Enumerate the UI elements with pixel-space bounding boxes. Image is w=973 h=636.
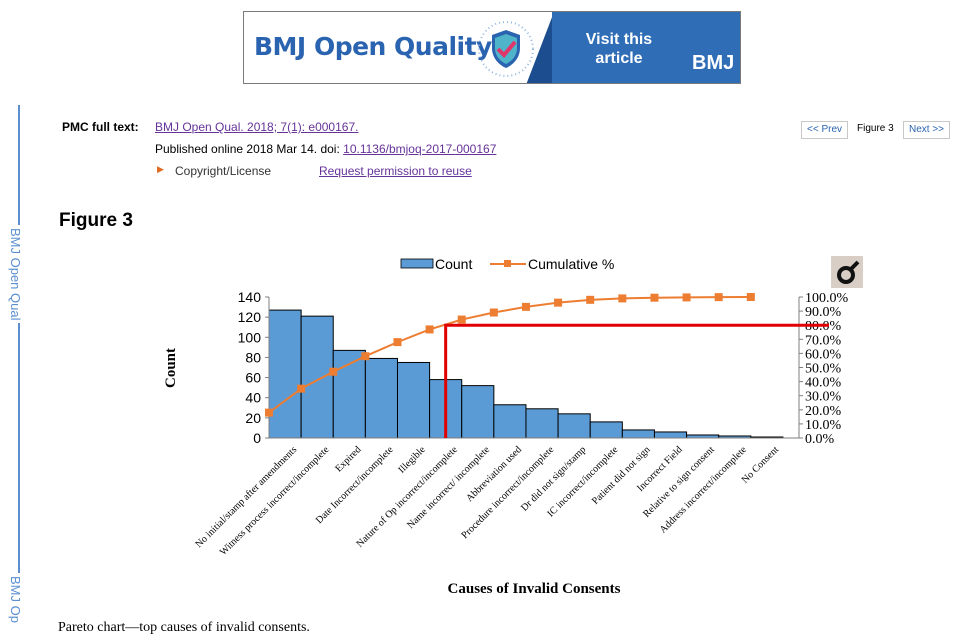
bar-7 xyxy=(461,385,495,439)
sidebar-journal-label-2[interactable]: BMJ Op xyxy=(8,576,23,623)
bar-9 xyxy=(525,408,559,439)
y-tick-label: 60 xyxy=(245,370,261,386)
sidebar-rule-top xyxy=(18,105,20,225)
cumulative-point-8 xyxy=(489,308,498,317)
y-axis-title: Count xyxy=(163,348,179,388)
bar-11 xyxy=(589,421,623,439)
banner-journal-name: BMJ Open Quality xyxy=(254,32,492,61)
cumulative-point-4 xyxy=(361,352,370,361)
y-tick-label: 80 xyxy=(245,349,261,365)
magnifier-icon[interactable] xyxy=(831,256,863,288)
cumulative-line xyxy=(268,296,751,414)
cumulative-point-2 xyxy=(297,384,306,393)
y-tick-label: 140 xyxy=(238,289,262,305)
copyright-license-toggle[interactable]: Copyright/License xyxy=(175,164,272,178)
figure-title: Figure 3 xyxy=(59,210,133,231)
legend-count-label: Count xyxy=(435,256,472,272)
x-tick-label: Patient did not sign xyxy=(590,444,653,507)
bar-13 xyxy=(653,431,688,439)
cumulative-point-15 xyxy=(714,293,723,302)
y-tick-label: 20 xyxy=(245,410,261,426)
y2-tick-label: 50.0% xyxy=(805,362,842,377)
y2-tick-label: 10.0% xyxy=(805,418,842,433)
bar-10 xyxy=(557,413,591,439)
bar-1 xyxy=(268,309,302,439)
pareto-chart: Count Cumulative % 0 20 40 60 80 100 120 140 0.0… xyxy=(163,256,863,597)
threshold-80-line xyxy=(444,323,829,438)
banner-cta[interactable]: Visit this article xyxy=(585,31,653,67)
cumulative-point-6 xyxy=(425,325,434,334)
y-tick-label: 40 xyxy=(245,390,261,406)
bar-8 xyxy=(493,404,527,439)
cumulative-point-14 xyxy=(682,293,691,302)
doi-link[interactable]: 10.1136/bmjoq-2017-000167 xyxy=(343,142,497,156)
cumulative-point-11 xyxy=(586,295,595,304)
published-line: Published online 2018 Mar 14. doi: 10.11… xyxy=(155,142,496,156)
cumulative-point-10 xyxy=(554,298,563,307)
bar-4 xyxy=(364,357,398,439)
cumulative-point-3 xyxy=(329,367,338,376)
sidebar-rule-bottom xyxy=(18,323,20,573)
prev-figure-button[interactable]: << Prev xyxy=(801,121,849,139)
source-link[interactable]: BMJ Open Qual. 2018; 7(1): e000167. xyxy=(155,120,359,134)
x-axis-title: Causes of Invalid Consents xyxy=(448,581,621,597)
y2-tick-label: 100.0% xyxy=(805,291,849,306)
cumulative-point-7 xyxy=(457,315,466,324)
cumulative-point-12 xyxy=(618,294,627,303)
expand-triangle-icon[interactable]: ▶ xyxy=(157,164,164,174)
bar-5 xyxy=(396,361,431,439)
y2-tick-label: 20.0% xyxy=(805,404,842,419)
y-tick-label: 0 xyxy=(253,430,261,446)
x-tick-label: Expired xyxy=(333,444,363,474)
legend-cumulative-label: Cumulative % xyxy=(528,256,614,272)
y-tick-label: 120 xyxy=(238,309,262,325)
pmc-full-text-label: PMC full text: xyxy=(62,120,139,134)
y-tick-label: 100 xyxy=(238,329,262,345)
sidebar-journal-label[interactable]: BMJ Open Qual xyxy=(8,228,23,321)
legend-cumulative-marker xyxy=(504,260,511,267)
bar-12 xyxy=(621,429,655,439)
next-label[interactable]: Next >> xyxy=(903,121,951,139)
cumulative-point-5 xyxy=(393,338,402,347)
banner-brand-logo: BMJ xyxy=(692,52,735,74)
journal-banner-ad[interactable]: BMJ Open Quality Visit this article BMJ xyxy=(243,11,741,84)
next-figure-button[interactable]: Next >> xyxy=(903,121,951,139)
y2-tick-label: 40.0% xyxy=(805,376,842,391)
y2-tick-label: 80.0% xyxy=(805,319,842,334)
cumulative-point-16 xyxy=(746,293,755,301)
cumulative-point-13 xyxy=(650,293,659,302)
y2-tick-label: 90.0% xyxy=(805,305,842,320)
figure-caption: Pareto chart—top causes of invalid conse… xyxy=(58,620,310,635)
permission-link[interactable]: Request permission to reuse xyxy=(319,164,472,178)
y2-tick-label: 60.0% xyxy=(805,347,842,362)
y2-tick-label: 70.0% xyxy=(805,333,842,348)
current-figure-label: Figure 3 xyxy=(857,123,894,134)
x-tick-label: Illegible xyxy=(396,444,428,476)
prev-label[interactable]: << Prev xyxy=(801,121,849,139)
legend-count-swatch xyxy=(400,258,434,269)
y2-tick-label: 0.0% xyxy=(805,432,835,447)
y2-tick-label: 30.0% xyxy=(805,390,842,405)
x-tick-label: Abbreviation used xyxy=(464,444,524,504)
chart-legend: Count Cumulative % xyxy=(400,256,614,272)
cumulative-point-9 xyxy=(521,302,530,311)
bar-2 xyxy=(300,315,334,439)
cumulative-point-1 xyxy=(265,408,273,417)
published-text: Published online 2018 Mar 14. doi: xyxy=(155,142,344,156)
